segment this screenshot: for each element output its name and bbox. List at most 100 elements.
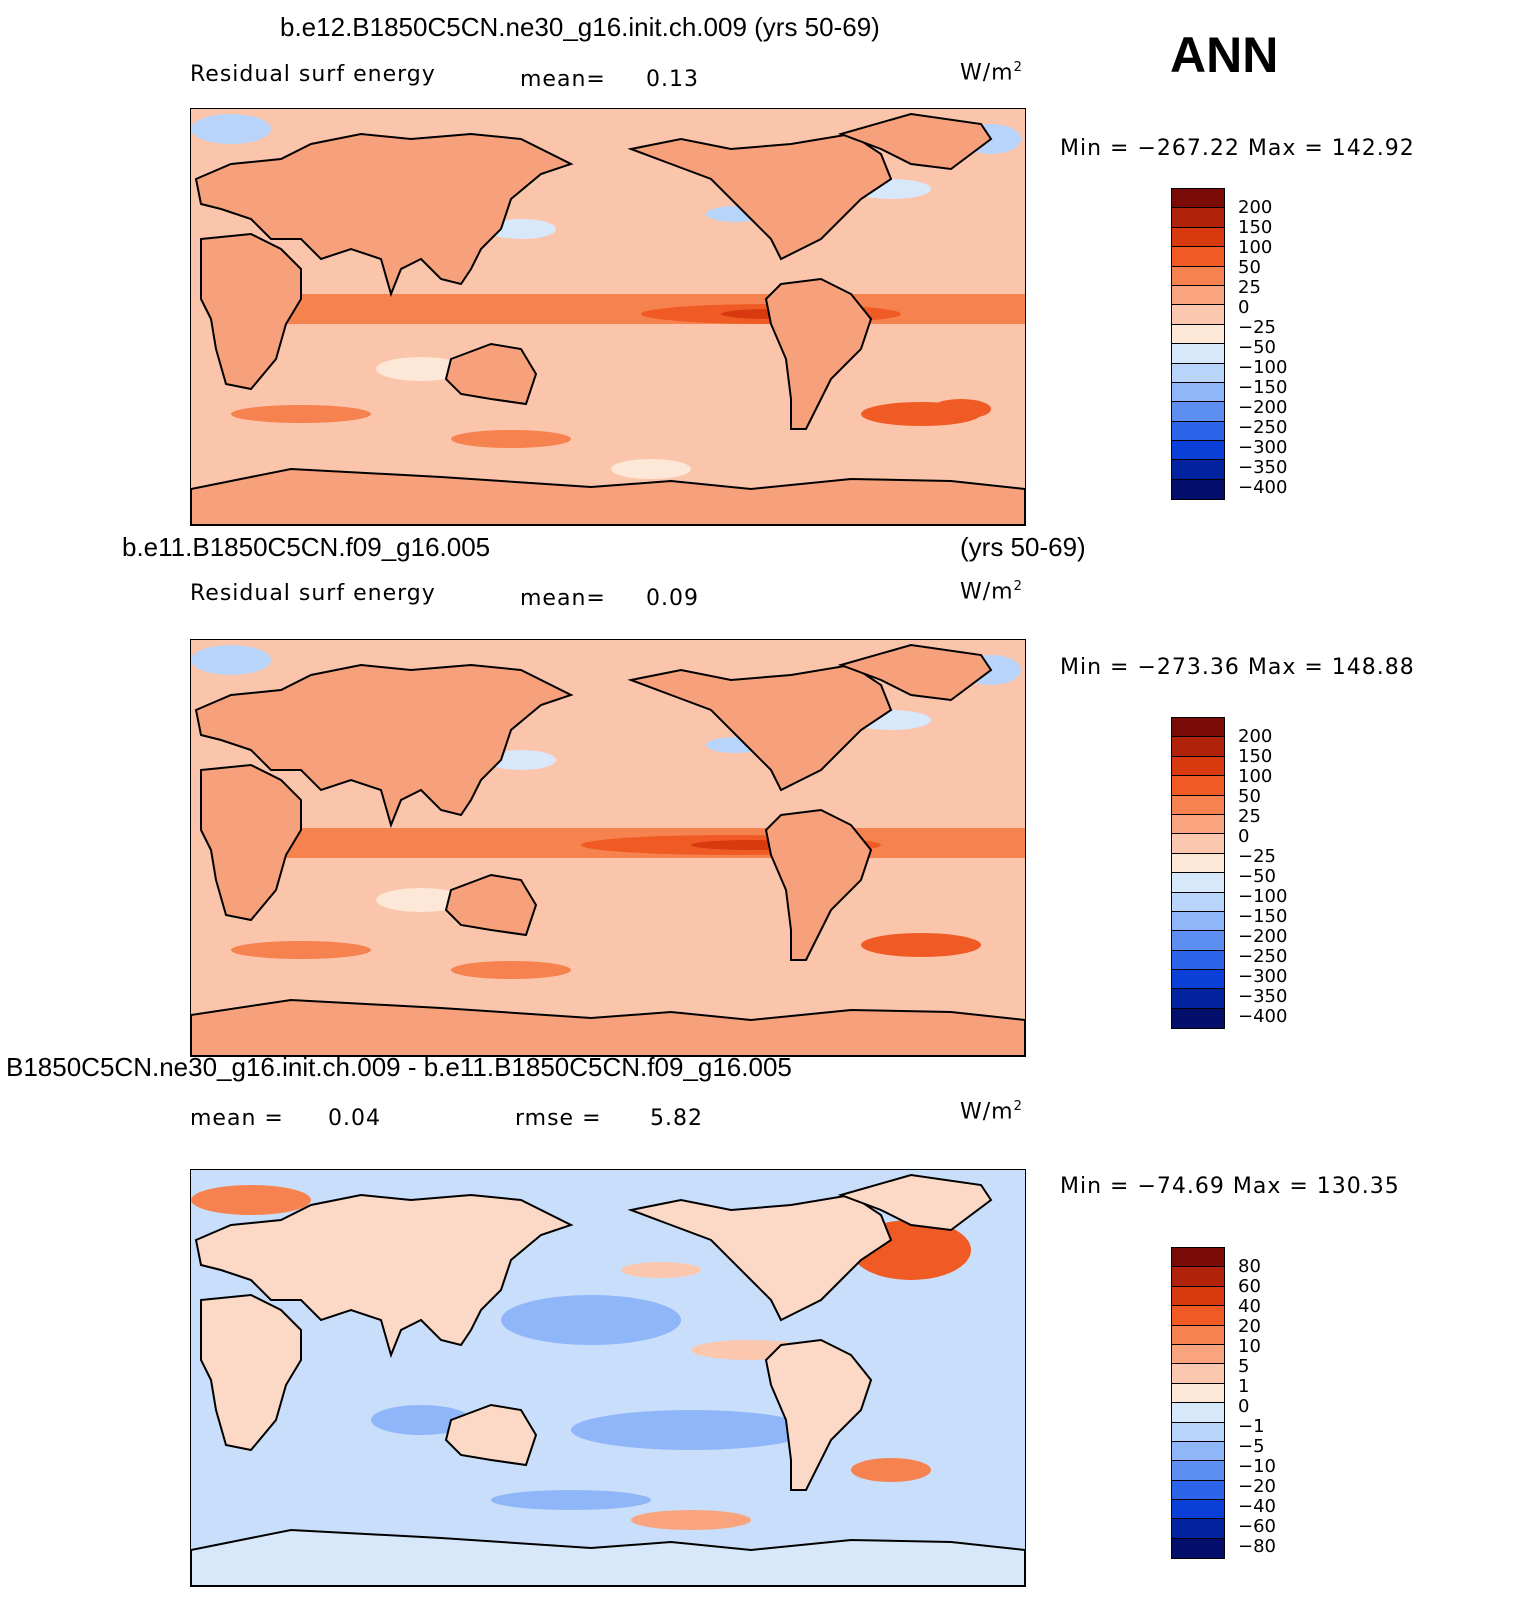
colorbar-swatch bbox=[1172, 460, 1224, 480]
colorbar-tick: 5 bbox=[1238, 1356, 1250, 1377]
colorbar-swatch bbox=[1172, 1248, 1224, 1268]
panel2-units: W/m2 bbox=[960, 579, 1023, 605]
warm-streak bbox=[231, 405, 371, 423]
colorbar-tick: −400 bbox=[1238, 1006, 1288, 1027]
warm-streak bbox=[931, 399, 991, 419]
warm-patch bbox=[621, 1262, 701, 1278]
colorbar-tick: −300 bbox=[1238, 437, 1288, 458]
colorbar-swatch bbox=[1172, 1480, 1224, 1501]
greenland bbox=[837, 643, 993, 702]
colorbar-tick: −400 bbox=[1238, 477, 1288, 498]
colorbar-swatch bbox=[1172, 1538, 1224, 1559]
colorbar-swatch bbox=[1172, 756, 1224, 777]
panel1-minmax: Min = −267.22 Max = 142.92 bbox=[1060, 136, 1415, 161]
south-america bbox=[764, 1338, 873, 1491]
colorbar-tick: −350 bbox=[1238, 457, 1288, 478]
colorbar-tick: −200 bbox=[1238, 926, 1288, 947]
colorbar-swatch bbox=[1172, 776, 1224, 796]
colorbar-swatch bbox=[1172, 853, 1224, 874]
colorbar-tick: 200 bbox=[1238, 726, 1273, 747]
colorbar-swatch bbox=[1172, 479, 1224, 500]
warm-band bbox=[281, 294, 1025, 324]
panel2-title: b.e11.B1850C5CN.f09_g16.005 bbox=[122, 532, 491, 562]
cool-patch bbox=[191, 645, 271, 675]
panel1-map bbox=[190, 108, 1026, 526]
colorbar-swatch bbox=[1172, 1344, 1224, 1365]
colorbar-swatch bbox=[1172, 795, 1224, 815]
panel2-map bbox=[190, 639, 1026, 1057]
north-america bbox=[627, 663, 893, 792]
colorbar-swatch bbox=[1172, 402, 1224, 422]
panel1-mean-label: mean= bbox=[520, 67, 606, 92]
warm-streak bbox=[451, 961, 571, 979]
colorbar-swatch bbox=[1172, 324, 1224, 345]
colorbar-swatch bbox=[1172, 208, 1224, 228]
colorbar-tick: 150 bbox=[1238, 217, 1273, 238]
south-america bbox=[764, 277, 873, 430]
panel2-minmax: Min = −273.36 Max = 148.88 bbox=[1060, 655, 1415, 680]
panel1-title: b.e12.B1850C5CN.ne30_g16.init.ch.009 (yr… bbox=[280, 12, 880, 42]
panel1-units: W/m2 bbox=[960, 60, 1023, 86]
colorbar-swatch bbox=[1172, 441, 1224, 461]
antarctica bbox=[191, 1528, 1025, 1586]
warm-streak bbox=[451, 430, 571, 448]
colorbar-tick: −60 bbox=[1238, 1516, 1276, 1537]
colorbar-swatch bbox=[1172, 227, 1224, 248]
colorbar-tick: 50 bbox=[1238, 257, 1261, 278]
colorbar-swatch bbox=[1172, 189, 1224, 209]
colorbar-tick: 25 bbox=[1238, 806, 1261, 827]
colorbar-swatch bbox=[1172, 421, 1224, 442]
colorbar-swatch bbox=[1172, 873, 1224, 893]
colorbar-tick: −50 bbox=[1238, 337, 1276, 358]
colorbar-tick: 10 bbox=[1238, 1336, 1261, 1357]
colorbar-swatch bbox=[1172, 1325, 1224, 1345]
cool-patch bbox=[376, 888, 466, 912]
cool-patch bbox=[491, 1490, 651, 1510]
colorbar-tick: 100 bbox=[1238, 766, 1273, 787]
colorbar-tick: 100 bbox=[1238, 237, 1273, 258]
colorbar-swatch bbox=[1172, 1364, 1224, 1384]
panel1-variable: Residual surf energy bbox=[190, 62, 436, 87]
continents bbox=[191, 112, 1025, 525]
colorbar-tick: −150 bbox=[1238, 906, 1288, 927]
colorbar-swatch bbox=[1172, 344, 1224, 364]
colorbar-swatch bbox=[1172, 247, 1224, 267]
antarctica bbox=[191, 467, 1025, 525]
colorbar-swatch bbox=[1172, 950, 1224, 971]
colorbar-swatch bbox=[1172, 1461, 1224, 1481]
greenland bbox=[837, 1173, 993, 1232]
panel2-colorbar bbox=[1171, 717, 1225, 1030]
colorbar-swatch bbox=[1172, 718, 1224, 738]
panel1-colorbar bbox=[1171, 188, 1225, 501]
season-label: ANN bbox=[1170, 27, 1279, 83]
colorbar-tick: −5 bbox=[1238, 1436, 1265, 1457]
colorbar-tick: 40 bbox=[1238, 1296, 1261, 1317]
colorbar-swatch bbox=[1172, 892, 1224, 912]
colorbar-swatch bbox=[1172, 1422, 1224, 1442]
panel2-map-svg bbox=[191, 640, 1025, 1056]
eurasia bbox=[194, 663, 574, 829]
colorbar-swatch bbox=[1172, 911, 1224, 932]
colorbar-tick: −200 bbox=[1238, 397, 1288, 418]
cool-patch bbox=[611, 459, 691, 479]
eurasia bbox=[194, 1193, 574, 1359]
colorbar-tick: −150 bbox=[1238, 377, 1288, 398]
colorbar-tick: −50 bbox=[1238, 866, 1276, 887]
colorbar-swatch bbox=[1172, 1403, 1224, 1423]
panel2-variable: Residual surf energy bbox=[190, 581, 436, 606]
africa bbox=[200, 1293, 302, 1452]
colorbar-swatch bbox=[1172, 1286, 1224, 1307]
colorbar-swatch bbox=[1172, 970, 1224, 990]
panel2-mean-label: mean= bbox=[520, 586, 606, 611]
colorbar-tick: −25 bbox=[1238, 846, 1276, 867]
cool-patch bbox=[571, 1410, 811, 1450]
warm-patch bbox=[191, 1185, 311, 1215]
colorbar-tick: −80 bbox=[1238, 1536, 1276, 1557]
colorbar-tick: 0 bbox=[1238, 1396, 1250, 1417]
warm-streak bbox=[231, 941, 371, 959]
colorbar-swatch bbox=[1172, 931, 1224, 951]
panel3-colorbar bbox=[1171, 1247, 1225, 1560]
colorbar-tick: −20 bbox=[1238, 1476, 1276, 1497]
australia bbox=[444, 1403, 538, 1467]
north-america bbox=[627, 132, 893, 261]
